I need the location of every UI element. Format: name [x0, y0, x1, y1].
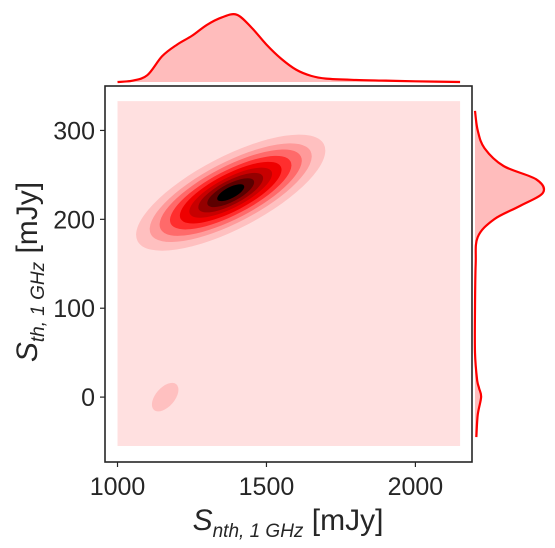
main-plot-area: 1000 1500 2000 0 100 200 300	[53, 85, 473, 501]
y-axis-label: Sth, 1 GHz [mJy]	[11, 182, 49, 362]
x-tick-label: 2000	[388, 473, 444, 501]
kde-secondary-mode	[151, 382, 179, 412]
y-marginal-line	[473, 110, 546, 438]
x-tick-label: 1500	[239, 473, 295, 501]
y-axis-ticks: 0 100 200 300	[53, 117, 105, 412]
x-tick-label: 1000	[90, 473, 146, 501]
x-axis-ticks: 1000 1500 2000	[90, 462, 444, 501]
kde-contour-level-9	[217, 184, 245, 202]
x-marginal-line	[117, 13, 461, 84]
y-marginal-density	[473, 110, 546, 438]
y-tick-label: 100	[53, 295, 95, 323]
y-marginal-fill	[474, 110, 545, 438]
y-tick-label: 0	[81, 384, 95, 412]
plot-frame	[104, 85, 473, 463]
y-tick-label: 200	[53, 206, 95, 234]
x-marginal-density	[117, 13, 461, 84]
x-marginal-fill	[117, 14, 461, 83]
x-axis-label: Snth, 1 GHz [mJy]	[193, 504, 384, 542]
kde-contour-fills	[117, 101, 461, 446]
y-tick-label: 300	[53, 117, 95, 145]
